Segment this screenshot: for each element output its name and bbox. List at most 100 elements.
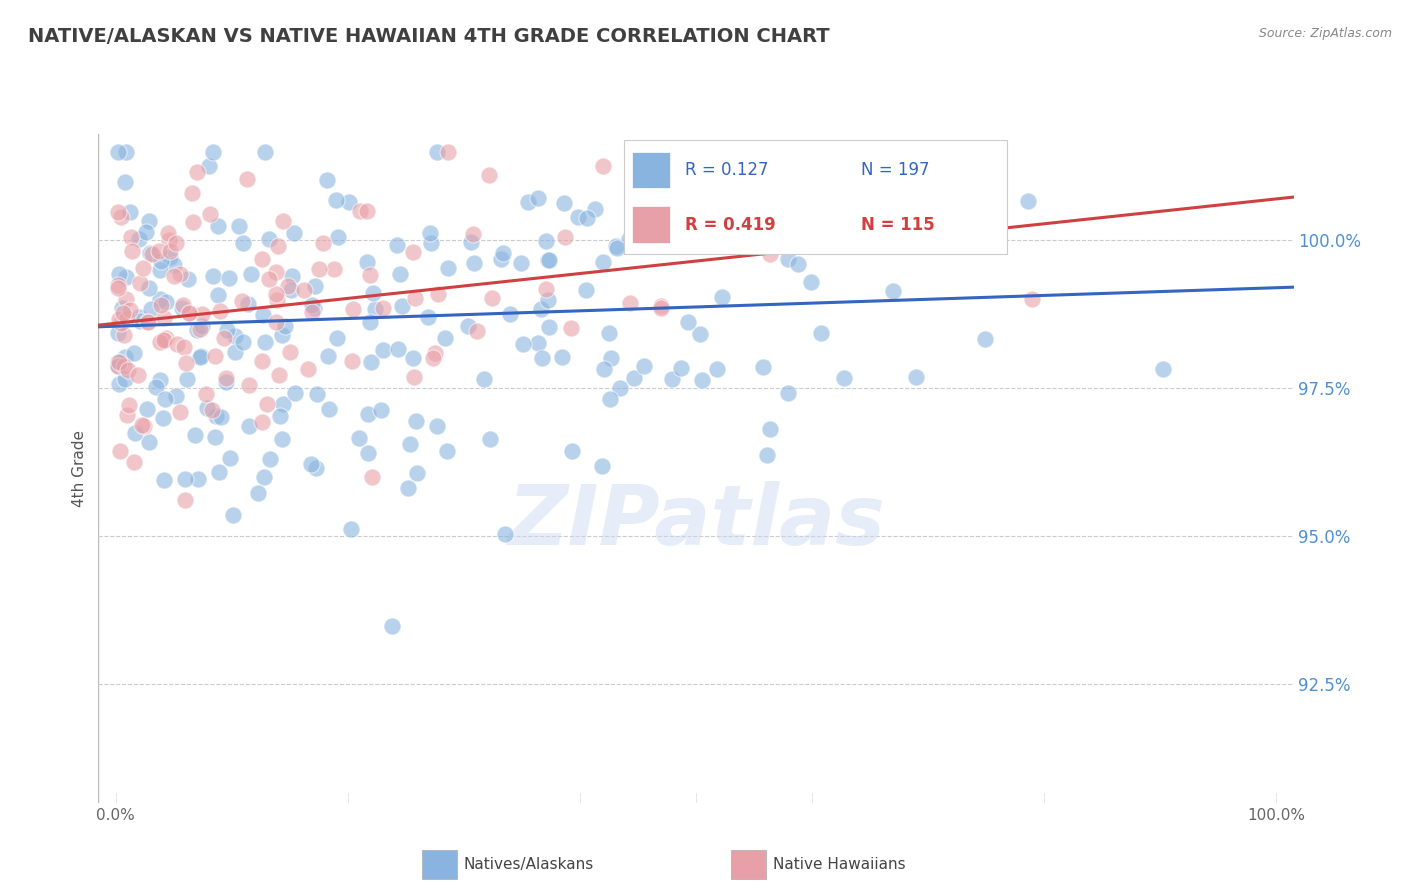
Point xyxy=(316,349,339,363)
Point xyxy=(609,381,631,395)
Point xyxy=(207,288,229,302)
Point xyxy=(834,370,856,384)
Point xyxy=(299,458,322,472)
Point xyxy=(264,315,287,329)
Point xyxy=(363,285,385,300)
Point xyxy=(118,205,141,219)
Point xyxy=(371,301,394,315)
Point xyxy=(349,203,371,218)
Point xyxy=(527,336,550,351)
Point xyxy=(190,349,212,363)
Point xyxy=(550,350,572,364)
Point xyxy=(246,486,269,500)
Point xyxy=(575,283,598,297)
Point xyxy=(323,261,346,276)
Point xyxy=(232,236,254,251)
Point xyxy=(124,425,146,440)
Point xyxy=(145,380,167,394)
Point xyxy=(436,443,458,458)
Point xyxy=(238,419,260,434)
Point xyxy=(252,252,274,267)
Point xyxy=(271,432,294,446)
Point xyxy=(215,323,238,337)
Point xyxy=(138,435,160,450)
Point xyxy=(463,256,485,270)
Point xyxy=(316,172,339,186)
Point xyxy=(280,283,302,297)
Point xyxy=(277,278,299,293)
Point xyxy=(184,428,207,442)
Point xyxy=(803,145,825,159)
Point xyxy=(108,354,131,368)
Point xyxy=(1021,293,1043,307)
Point xyxy=(308,261,330,276)
Point xyxy=(274,318,297,333)
Point xyxy=(149,298,172,312)
Point xyxy=(402,370,425,384)
Text: Native Hawaiians: Native Hawaiians xyxy=(773,857,905,871)
Point xyxy=(250,354,273,368)
Point xyxy=(423,346,446,360)
Point xyxy=(619,231,641,245)
Point xyxy=(426,145,449,159)
Point xyxy=(163,268,186,283)
Point xyxy=(166,337,188,351)
Point xyxy=(356,204,378,219)
Point xyxy=(212,331,235,345)
Point xyxy=(301,305,323,319)
Point xyxy=(107,359,129,374)
Point xyxy=(491,252,513,267)
Point xyxy=(981,190,1004,204)
Point xyxy=(633,359,655,374)
Point xyxy=(537,253,560,268)
Point xyxy=(155,331,177,345)
Point xyxy=(326,331,349,345)
Point xyxy=(108,267,131,281)
Point xyxy=(110,316,132,330)
Point xyxy=(661,372,683,386)
Point xyxy=(1017,194,1039,209)
Point xyxy=(252,308,274,322)
Point xyxy=(385,238,408,252)
Point xyxy=(598,326,620,340)
Point xyxy=(419,236,441,251)
Point xyxy=(259,272,281,286)
Point xyxy=(1152,361,1174,376)
Point xyxy=(253,470,276,484)
Point xyxy=(292,283,315,297)
Point xyxy=(155,392,177,407)
Point xyxy=(381,619,404,633)
Point xyxy=(538,252,561,267)
Point xyxy=(259,452,281,467)
Point xyxy=(155,295,177,310)
Point xyxy=(201,403,224,417)
Point xyxy=(537,319,560,334)
Point xyxy=(202,269,225,284)
Point xyxy=(756,448,779,462)
Point xyxy=(238,377,260,392)
Point xyxy=(153,333,176,347)
Point xyxy=(756,224,779,238)
Point xyxy=(194,387,217,401)
Point xyxy=(278,345,301,359)
Point xyxy=(136,315,159,329)
Point xyxy=(218,271,240,285)
Point xyxy=(554,230,576,244)
Point xyxy=(328,230,350,244)
Point xyxy=(928,148,950,162)
Point xyxy=(138,245,160,260)
Point xyxy=(209,409,232,424)
Point xyxy=(129,314,152,328)
Point xyxy=(463,227,485,241)
Point xyxy=(337,194,360,209)
Point xyxy=(108,311,131,326)
Point xyxy=(537,293,560,307)
Point xyxy=(800,275,823,289)
Point xyxy=(311,235,333,250)
Point xyxy=(356,446,378,460)
Point xyxy=(159,250,181,264)
Point xyxy=(177,272,200,286)
Text: Source: ZipAtlas.com: Source: ZipAtlas.com xyxy=(1258,27,1392,40)
Point xyxy=(706,362,728,376)
Point xyxy=(218,450,240,465)
